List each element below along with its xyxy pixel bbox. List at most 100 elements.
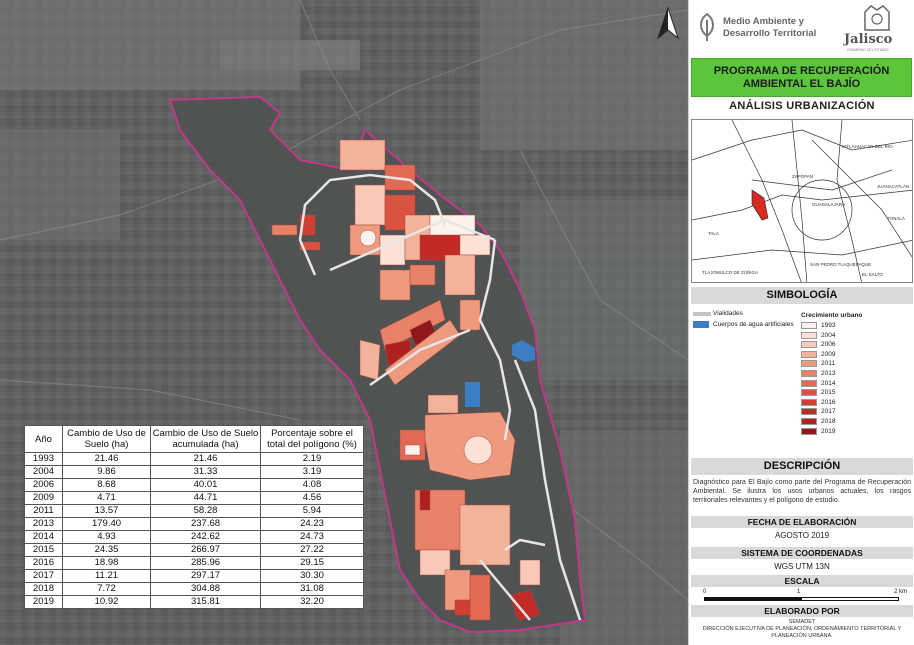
growth-patch <box>509 589 541 621</box>
growth-patch <box>409 264 436 286</box>
growth-label: 2019 <box>821 427 836 435</box>
table-cell: 9.86 <box>62 465 151 479</box>
minimap-label: EL SALTO <box>862 272 883 277</box>
table-cell: 24.73 <box>260 530 364 544</box>
location-minimap: IXTLAHUACÁN DEL RÍO ZAPOPAN TONALÁ GUADA… <box>691 119 913 283</box>
state-subtitle: GOBIERNO DEL ESTADO <box>847 48 889 52</box>
urban-growth-patches <box>271 139 541 621</box>
road <box>369 328 471 387</box>
table-cell: 4.08 <box>260 478 364 492</box>
road <box>478 239 512 441</box>
table-cell: 2016 <box>24 556 63 570</box>
road <box>479 559 531 621</box>
table-cell: 21.46 <box>150 452 261 466</box>
road <box>513 359 582 621</box>
growth-patch <box>429 214 476 236</box>
growth-patch <box>427 394 459 414</box>
table-cell: 2011 <box>24 504 63 518</box>
table-cell: 11.21 <box>62 569 151 583</box>
minimap-label: TALA <box>708 231 719 236</box>
growth-swatch <box>801 427 817 435</box>
minimap-label: SAN PEDRO TLAQUEPAQUE <box>810 262 871 267</box>
scale-tick: 2 km <box>894 589 908 595</box>
growth-patch <box>359 339 381 381</box>
table-row: 1993 21.46 21.46 2.19 <box>24 452 364 466</box>
table-cell: 1993 <box>24 452 63 466</box>
growth-label: 2009 <box>821 350 836 358</box>
table-row: 2013 179.40 237.68 24.23 <box>24 517 364 531</box>
table-header: Cambio de Uso de Suelo (ha) <box>62 425 151 453</box>
water-bodies <box>465 340 535 407</box>
table-cell: 297.17 <box>150 569 261 583</box>
table-cell: 2.19 <box>260 452 364 466</box>
coordinates-value: WGS UTM 13N <box>774 562 830 571</box>
ring-road <box>298 173 447 276</box>
road <box>329 218 496 272</box>
growth-patch <box>354 184 386 226</box>
minimap-label: IXTLAHUACÁN DEL RÍO <box>842 143 893 149</box>
table-cell: 29.15 <box>260 556 364 570</box>
table-cell: 24.23 <box>260 517 364 531</box>
credits-text: SEMADET DIRECCIÓN EJECUTIVA DE PLANEACIÓ… <box>695 619 909 640</box>
growth-patch <box>444 254 476 296</box>
table-cell: 2014 <box>24 530 63 544</box>
table-cell: 2009 <box>24 491 63 505</box>
table-cell: 3.19 <box>260 465 364 479</box>
table-row: 2019 10.92 315.81 32.20 <box>24 595 364 609</box>
study-area-marker <box>751 189 769 221</box>
growth-label: 2016 <box>821 398 836 406</box>
table-cell: 266.97 <box>150 543 261 557</box>
table-cell: 2013 <box>24 517 63 531</box>
growth-patch <box>379 299 446 351</box>
north-arrow-icon <box>656 6 680 40</box>
table-row: 2006 8.68 40.01 4.08 <box>24 478 364 492</box>
growth-patch <box>419 489 431 511</box>
growth-swatch <box>801 408 817 416</box>
minimap-label: GUADALAJARA <box>812 202 845 207</box>
land-use-change-table: Año Cambio de Uso de Suelo (ha) Cambio d… <box>24 425 364 609</box>
road <box>504 538 546 552</box>
table-cell: 2015 <box>24 543 63 557</box>
growth-label: 2018 <box>821 418 836 425</box>
table-cell: 2004 <box>24 465 63 479</box>
water-body <box>465 382 480 407</box>
growth-swatch <box>801 360 817 368</box>
table-cell: 58.28 <box>150 504 261 518</box>
growth-label: 2011 <box>821 360 835 368</box>
table-cell: 27.22 <box>260 543 364 557</box>
table-row: 2011 13.57 58.28 5.94 <box>24 504 364 518</box>
scale-title: ESCALA <box>691 575 913 587</box>
growth-swatch <box>801 418 817 425</box>
growth-swatch <box>801 331 817 339</box>
table-row: 2018 7.72 304.88 31.08 <box>24 582 364 596</box>
coordinates-title: SISTEMA DE COORDENADAS <box>691 547 913 559</box>
info-panel: Medio Ambiente y Desarrollo Territorial … <box>688 0 914 645</box>
growth-patch <box>469 574 491 621</box>
table-cell: 4.93 <box>62 530 151 544</box>
map-view[interactable]: Año Cambio de Uso de Suelo (ha) Cambio d… <box>0 0 688 645</box>
growth-patch <box>379 269 411 301</box>
growth-label: 2013 <box>821 370 836 377</box>
table-header: Cambio de Uso de Suelo acumulada (ha) <box>150 425 261 453</box>
growth-patch <box>463 435 493 465</box>
water-body <box>512 340 535 362</box>
growth-label: 1993 <box>821 322 836 329</box>
table-cell: 30.30 <box>260 569 364 583</box>
water-legend-swatch <box>693 321 709 328</box>
table-cell: 2006 <box>24 478 63 492</box>
table-cell: 31.33 <box>150 465 261 479</box>
table-header: Año <box>24 425 63 453</box>
table-cell: 5.94 <box>260 504 364 518</box>
table-cell: 242.62 <box>150 530 261 544</box>
roads <box>298 173 582 621</box>
scale-bar-segment <box>704 597 802 601</box>
table-cell: 2017 <box>24 569 63 583</box>
scale-tick: 0 <box>703 589 707 595</box>
growth-patch <box>459 234 491 256</box>
table-body: 1993 21.46 21.46 2.19 2004 9.86 31.33 3.19 2006 8… <box>24 452 364 609</box>
growth-patch <box>519 559 541 586</box>
growth-legend-title: Crecimiento urbano <box>801 312 863 319</box>
growth-swatch <box>801 341 817 349</box>
table-cell: 7.72 <box>62 582 151 596</box>
growth-patch <box>359 229 377 247</box>
